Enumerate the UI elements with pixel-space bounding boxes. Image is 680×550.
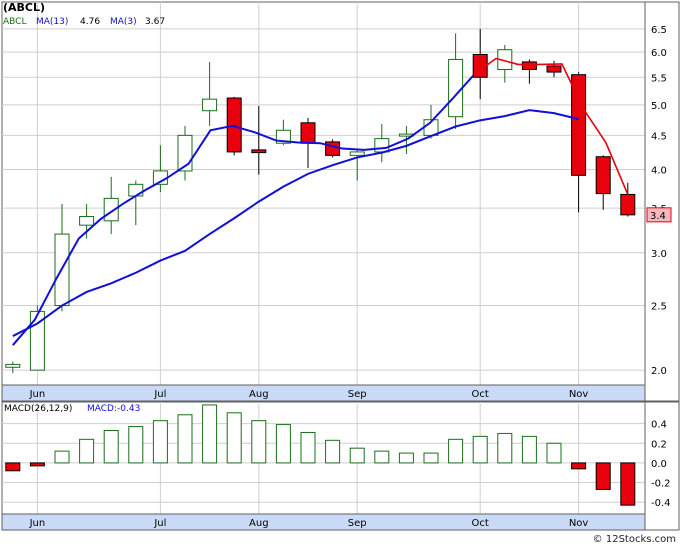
ma3-line-falling <box>473 57 629 195</box>
month-label: Jun <box>29 389 46 400</box>
month-label: Sep <box>348 389 367 400</box>
macd-month-label: Sep <box>348 518 367 529</box>
macd-bar-positive <box>521 435 537 464</box>
candle-body-down <box>226 97 242 153</box>
macd-bar-positive <box>448 438 464 464</box>
macd-month-band <box>1 513 646 531</box>
price-tick-label: 4.5 <box>651 131 667 142</box>
month-label: Aug <box>249 389 269 400</box>
price-tick-label: 5.5 <box>651 73 667 84</box>
macd-month-label: Oct <box>472 518 489 529</box>
legend-ma3-label: MA(3) <box>110 17 137 27</box>
macd-title: MACD(26,12,9) <box>4 404 72 414</box>
macd-tick-label: 0.4 <box>651 420 667 431</box>
macd-bar-positive <box>54 450 70 464</box>
price-tick-label: 6.0 <box>651 48 667 59</box>
macd-bar-negative <box>620 462 636 506</box>
candle-body-up <box>349 151 365 156</box>
copyright-text: © 12Stocks.com <box>593 534 676 545</box>
macd-tick-label: -0.2 <box>651 479 671 490</box>
macd-tick-label: 0.0 <box>651 459 667 470</box>
macd-axis: 0.4 0.2 0.0 -0.2 -0.4 Jun Jul Aug Sep Oct Nov <box>1 402 671 531</box>
candle-body-down <box>595 156 611 195</box>
price-marks <box>5 28 636 374</box>
macd-bar-negative <box>595 462 611 490</box>
candle-body-down <box>620 193 636 216</box>
macd-month-label: Jul <box>153 518 166 529</box>
macd-bar-negative <box>5 462 21 472</box>
candle-body-up <box>128 183 144 197</box>
price-legend: (ABCL) ABCL MA(13) 4.76 MA(3) 3.67 <box>3 1 165 27</box>
candle-body-down <box>251 149 267 154</box>
candle-body-down <box>521 61 537 70</box>
macd-bar-positive <box>398 452 414 464</box>
price-tick-label: 5.0 <box>651 101 667 112</box>
macd-bar-positive <box>226 412 242 464</box>
macd-bar-positive <box>202 404 218 464</box>
macd-tick-label: -0.4 <box>651 498 671 509</box>
candle-body-up <box>5 363 21 368</box>
month-label: Nov <box>569 389 589 400</box>
price-tick-label: 3.0 <box>651 249 667 260</box>
price-tick-label: 4.0 <box>651 165 667 176</box>
macd-bar-positive <box>275 424 291 464</box>
candle-body-down <box>300 122 316 144</box>
ma13-line <box>12 109 579 337</box>
moving-average-lines <box>12 57 629 346</box>
candle-body-up <box>448 58 464 118</box>
candle-body-up <box>79 216 95 226</box>
candle-body-down <box>571 74 587 176</box>
macd-bar-negative <box>29 462 45 467</box>
candle-body-up <box>374 138 390 153</box>
legend-ma3-value: 3.67 <box>145 17 165 27</box>
macd-bars <box>5 404 636 506</box>
month-label: Oct <box>472 389 489 400</box>
price-month-band <box>1 384 646 402</box>
price-tick-label: 2.5 <box>651 302 667 313</box>
candle-body-up <box>202 98 218 112</box>
ma3-line-rising <box>12 74 475 346</box>
macd-bar-positive <box>349 447 365 464</box>
macd-bar-positive <box>300 431 316 464</box>
macd-bar-positive <box>152 420 168 464</box>
price-grid <box>1 1 680 402</box>
macd-bar-positive <box>128 426 144 464</box>
last-price-tag <box>646 207 672 223</box>
macd-bar-positive <box>497 432 513 464</box>
last-price-label: 3.4 <box>650 211 666 222</box>
legend-symbol: ABCL <box>3 17 26 27</box>
macd-tick-label: 0.2 <box>651 439 667 450</box>
legend-ma13-value: 4.76 <box>80 17 100 27</box>
macd-bar-positive <box>546 442 562 464</box>
price-panel-border <box>1 1 680 402</box>
price-axis: 6.56.05.55.04.54.03.53.02.52.0JunJulAugS… <box>1 2 672 402</box>
price-tick-label: 2.0 <box>651 366 667 377</box>
candle-body-down <box>546 65 562 73</box>
macd-bar-positive <box>79 438 95 464</box>
macd-month-label: Aug <box>249 518 269 529</box>
macd-bar-positive <box>325 439 341 464</box>
macd-legend: MACD(26,12,9) MACD:-0.43 <box>4 404 140 414</box>
macd-bar-positive <box>472 435 488 464</box>
macd-legend-value: MACD:-0.43 <box>87 404 140 414</box>
macd-bar-positive <box>103 429 119 464</box>
candle-body-down <box>325 141 341 156</box>
price-tick-label: 6.5 <box>651 25 667 36</box>
month-label: Jul <box>153 389 166 400</box>
macd-bar-negative <box>571 462 587 470</box>
macd-bar-positive <box>251 420 267 464</box>
macd-bar-positive <box>423 452 439 464</box>
chart-title: (ABCL) <box>3 1 45 14</box>
macd-bar-positive <box>374 450 390 464</box>
macd-month-label: Nov <box>569 518 589 529</box>
macd-month-label: Jun <box>29 518 46 529</box>
macd-bar-positive <box>177 414 193 464</box>
legend-ma13-label: MA(13) <box>36 17 68 27</box>
